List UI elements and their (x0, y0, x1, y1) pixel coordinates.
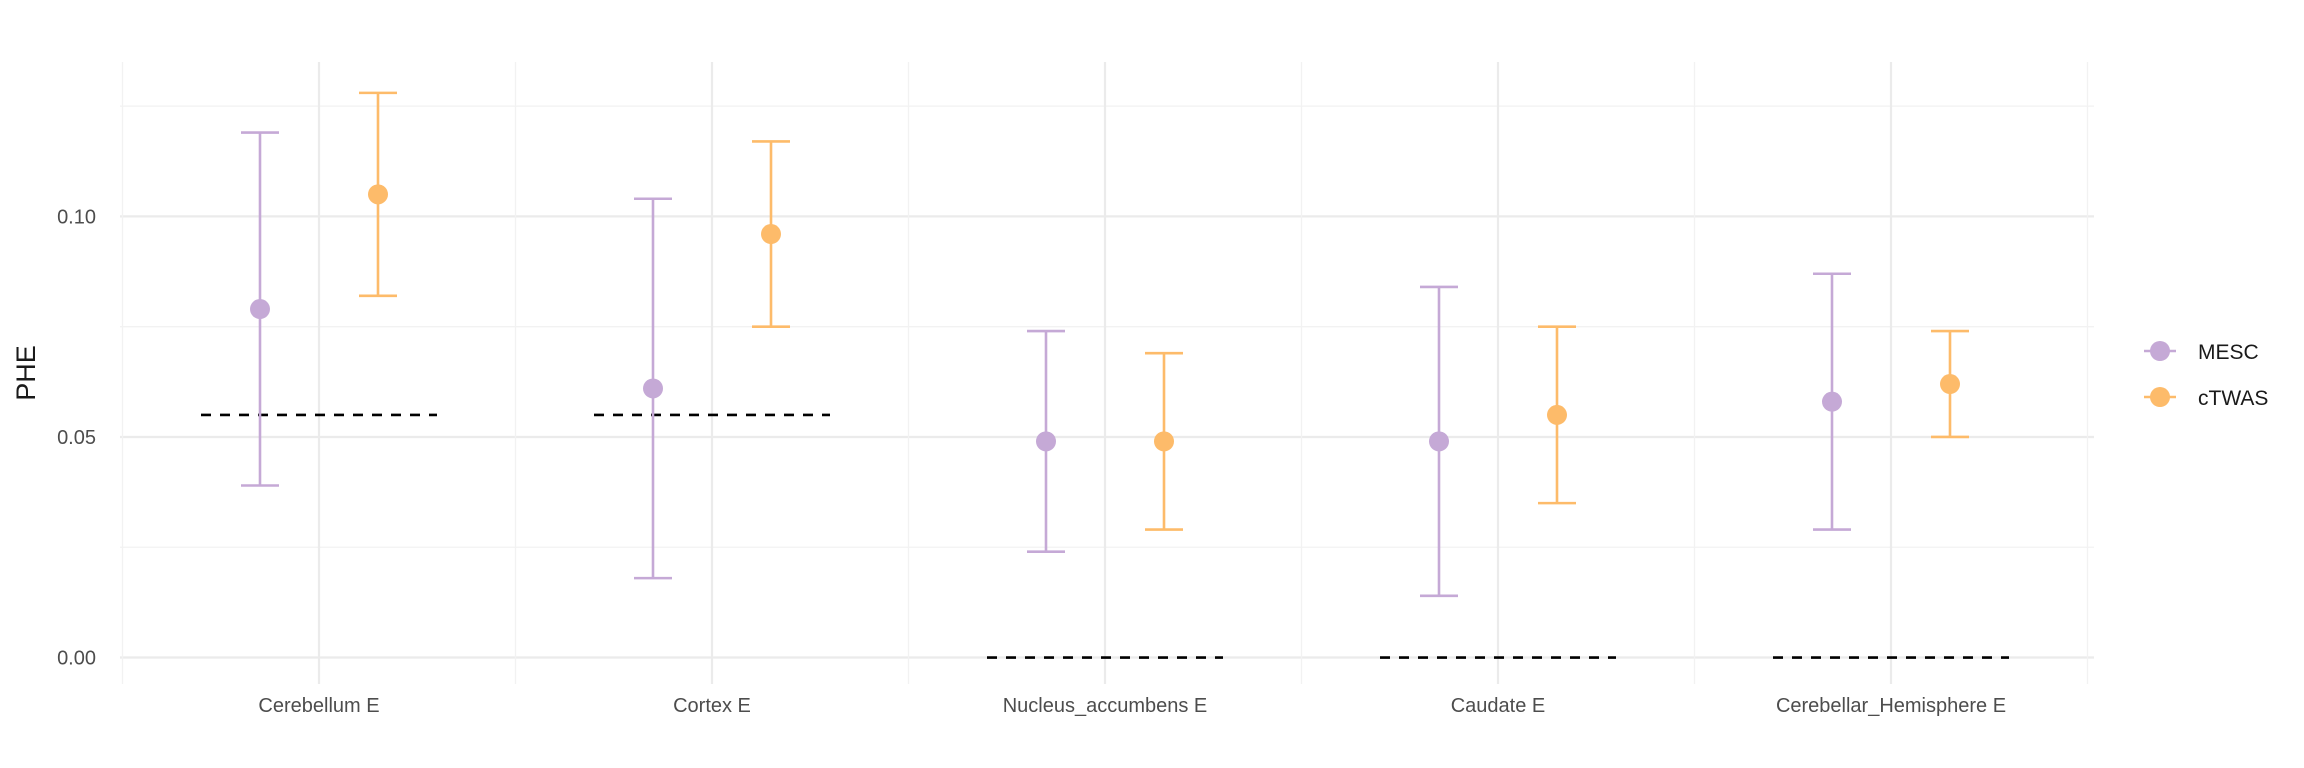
x-tick-label-4: Cerebellar_Hemisphere E (1776, 695, 2006, 717)
y-tick-label-1: 0.05 (57, 427, 96, 449)
legend-label-ctwas: cTWAS (2198, 387, 2268, 410)
x-axis-ticks: Cerebellum E Cortex E Nucleus_accumbens E C… (258, 695, 2006, 717)
x-tick-label-0: Cerebellum E (258, 695, 379, 717)
ctwas-point-2 (1154, 431, 1174, 452)
legend: MESC cTWAS (2144, 341, 2268, 410)
x-tick-label-2: Nucleus_accumbens E (1003, 695, 1208, 717)
legend-key-point-mesc (2150, 341, 2170, 361)
ctwas-point-4 (1940, 374, 1960, 395)
y-axis-title: PHE (11, 345, 41, 401)
mesc-point-4 (1822, 391, 1842, 412)
mesc-point-0 (250, 299, 270, 320)
ctwas-point-1 (761, 224, 781, 245)
mesc-point-3 (1429, 431, 1449, 452)
y-tick-label-2: 0.10 (57, 206, 96, 228)
data-points (250, 184, 1960, 452)
mesc-point-2 (1036, 431, 1056, 452)
ctwas-point-3 (1547, 404, 1567, 425)
x-tick-label-1: Cortex E (673, 695, 751, 717)
legend-label-mesc: MESC (2198, 341, 2259, 364)
x-tick-label-3: Caudate E (1451, 695, 1546, 717)
y-axis-ticks: 0.00 0.05 0.10 (57, 206, 96, 669)
ctwas-point-0 (368, 184, 388, 205)
y-tick-label-0: 0.00 (57, 648, 96, 670)
mesc-point-1 (643, 378, 663, 399)
reference-lines (201, 413, 2009, 659)
grid-layer (120, 62, 2094, 684)
error-bars (241, 91, 1969, 598)
legend-key-point-ctwas (2150, 387, 2170, 407)
